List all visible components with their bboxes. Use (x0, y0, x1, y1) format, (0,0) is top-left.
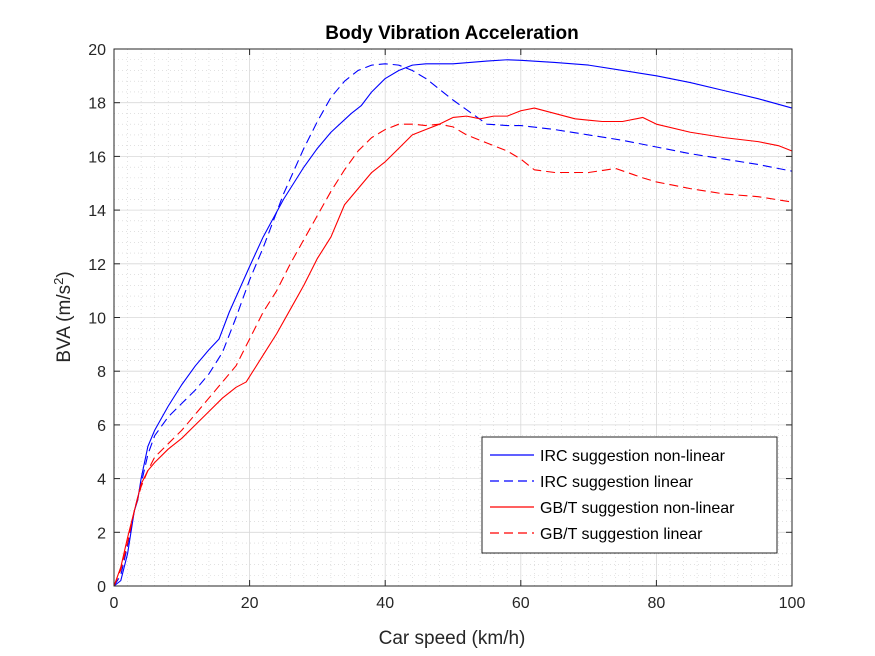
series-line-2 (113, 63, 793, 587)
series-line-1 (113, 59, 793, 587)
x-tick-label: 60 (512, 595, 530, 612)
y-tick-label: 8 (97, 364, 106, 381)
x-tick-label: 80 (648, 595, 666, 612)
chart-title: Body Vibration Acceleration (325, 23, 578, 44)
y-tick-label: 16 (88, 149, 106, 166)
legend-label-3: GB/T suggestion non-linear (540, 500, 735, 517)
legend-label-2: IRC suggestion linear (540, 474, 694, 491)
legend-label-4: GB/T suggestion linear (540, 526, 703, 543)
y-tick-label: 4 (97, 472, 106, 489)
y-tick-label: 18 (88, 96, 106, 113)
y-axis-label-close: ) (54, 271, 75, 277)
y-axis-label: BVA (m/s2) (51, 271, 75, 362)
tick-marks (113, 48, 793, 587)
y-tick-label: 0 (97, 579, 106, 596)
y-axis-label-superscript: 2 (51, 278, 66, 285)
y-tick-label: 12 (88, 257, 106, 274)
legend-label-1: IRC suggestion non-linear (540, 448, 726, 465)
y-tick-label: 20 (88, 42, 106, 59)
legend-box (481, 436, 778, 554)
x-tick-label: 40 (376, 595, 394, 612)
series-line-3 (113, 107, 793, 587)
x-axis-label: Car speed (km/h) (379, 628, 526, 649)
y-tick-label: 10 (88, 311, 106, 328)
legend: IRC suggestion non-linear IRC suggestion … (481, 436, 778, 554)
y-tick-label: 2 (97, 525, 106, 542)
x-tick-label: 100 (779, 595, 806, 612)
series-layer (113, 59, 793, 587)
x-tick-label: 0 (110, 595, 119, 612)
x-tick-label: 20 (241, 595, 259, 612)
y-axis-label-main: BVA (m/s (54, 285, 75, 363)
y-tick-label: 6 (97, 418, 106, 435)
tick-labels: 0 20 40 60 80 100 0 2 4 6 8 10 12 14 16 18 20 (88, 42, 805, 612)
y-tick-label: 14 (88, 203, 106, 220)
series-line-4 (113, 123, 793, 587)
